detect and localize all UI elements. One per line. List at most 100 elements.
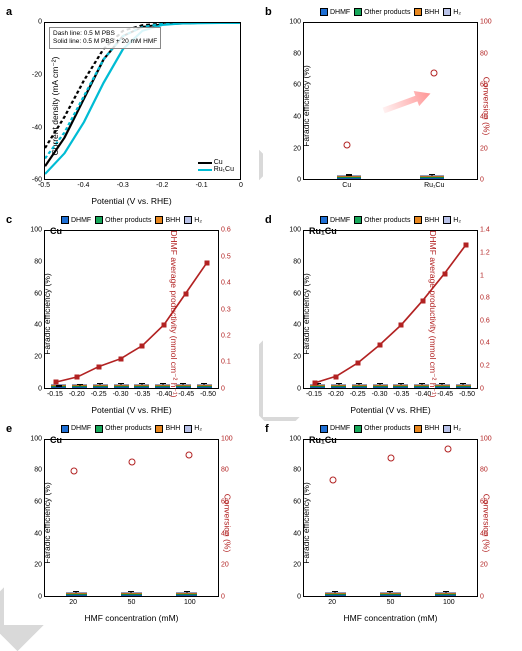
red-marker (75, 375, 80, 380)
red-marker (183, 291, 188, 296)
panel-a-xlabel: Potential (V vs. RHE) (91, 196, 171, 206)
x-tick: Cu (342, 182, 351, 189)
legend-swatch (354, 216, 362, 224)
legend-swatch (443, 8, 451, 16)
x-tick: Ru₁Cu (424, 182, 444, 189)
tick: 0 (221, 593, 237, 600)
panel-e-xlabel: HMF concentration (mM) (85, 613, 179, 623)
tick: 0 (26, 593, 42, 600)
legend-label: Other products (105, 425, 151, 432)
tick: 80 (26, 467, 42, 474)
panel-e-legend: DHMF Other products BHH H₂ (44, 425, 219, 433)
figure-grid: a Dash line: 0.5 M PBS Solid line: 0.5 M… (0, 0, 522, 629)
legend-label: DHMF (330, 425, 350, 432)
x-tick: -0.15 (306, 391, 322, 398)
tick: 40 (285, 530, 301, 537)
red-marker (186, 452, 193, 459)
cu-legend-label: Cu (214, 159, 223, 166)
tick: 80 (285, 259, 301, 266)
red-marker (128, 458, 135, 465)
tick: -0.5 (38, 182, 50, 189)
tick: 60 (285, 499, 301, 506)
legend-swatch (320, 8, 328, 16)
x-tick: -0.20 (69, 391, 85, 398)
x-tick: -0.25 (350, 391, 366, 398)
legend-swatch (155, 216, 163, 224)
x-tick: 100 (184, 599, 196, 606)
legend-label: Other products (364, 425, 410, 432)
legend-item-bhh: BHH (155, 216, 180, 224)
panel-d-ylabel: Faradic efficiency (%) (301, 274, 311, 356)
tick: 0.4 (480, 340, 496, 347)
x-tick: -0.35 (134, 391, 150, 398)
legend-swatch (61, 425, 69, 433)
tick: 100 (285, 19, 301, 26)
panel-a-annotation-text: Dash line: 0.5 M PBS Solid line: 0.5 M P… (53, 30, 157, 45)
tick: 80 (285, 50, 301, 57)
panel-e: e Cu DHMFOther productsBHHH₂ 02040608010… (4, 421, 259, 625)
tick: 80 (480, 50, 496, 57)
legend-swatch (443, 216, 451, 224)
legend-swatch (354, 8, 362, 16)
bar-group (121, 592, 142, 596)
tick: 0.6 (480, 317, 496, 324)
tick: 20 (285, 562, 301, 569)
red-marker (312, 381, 317, 386)
legend-item-dhmf: DHMF (61, 425, 91, 433)
tick: 20 (221, 562, 237, 569)
tick: -0.1 (196, 182, 208, 189)
panel-f-chart (303, 439, 478, 597)
panel-c-ylabel: Faradic efficiency (%) (42, 274, 52, 356)
tick: 80 (221, 467, 237, 474)
tick: 100 (285, 227, 301, 234)
legend-item-bhh: BHH (414, 8, 439, 16)
legend-label: H₂ (453, 217, 461, 224)
tick: -0.3 (117, 182, 129, 189)
tick: 1 (480, 272, 496, 279)
legend-label: BHH (165, 425, 180, 432)
tick: 100 (26, 227, 42, 234)
tick: 0 (285, 177, 301, 184)
cu-line-swatch (198, 162, 212, 164)
red-marker (53, 380, 58, 385)
tick: 0 (221, 385, 237, 392)
tick: 0.6 (221, 227, 237, 234)
red-marker (356, 361, 361, 366)
legend-swatch (320, 216, 328, 224)
tick: 20 (26, 562, 42, 569)
bar-segment-dhmf (435, 595, 456, 596)
bar-group (66, 592, 87, 596)
red-marker (140, 343, 145, 348)
tick: 60 (26, 499, 42, 506)
tick: 0 (285, 593, 301, 600)
legend-item-dhmf: DHMF (320, 425, 350, 433)
tick: 0 (480, 593, 496, 600)
tick: 100 (285, 435, 301, 442)
bar-segment-dhmf (380, 595, 401, 596)
red-marker (445, 446, 452, 453)
panel-c-chart (44, 230, 219, 388)
panel-f-ylabel: Faradic efficiency (%) (301, 482, 311, 564)
legend-swatch (414, 216, 422, 224)
legend-swatch (184, 425, 192, 433)
tick: 0 (239, 182, 243, 189)
panel-b-legend: DHMFOther productsBHHH₂ (303, 8, 478, 16)
legend-label: H₂ (453, 9, 461, 16)
legend-item-h2: H₂ (443, 216, 461, 224)
x-tick: -0.50 (200, 391, 216, 398)
red-marker (399, 323, 404, 328)
legend-item-h2: H₂ (184, 425, 202, 433)
legend-swatch (354, 425, 362, 433)
legend-item-other: Other products (95, 216, 151, 224)
legend-label: H₂ (194, 217, 202, 224)
legend-item-h2: H₂ (443, 8, 461, 16)
tick: 0.5 (221, 253, 237, 260)
tick: 40 (285, 114, 301, 121)
panel-a-ylabel: Current density (mA cm⁻²) (50, 57, 61, 156)
red-marker (464, 242, 469, 247)
legend-swatch (414, 8, 422, 16)
bar-group (176, 592, 197, 596)
x-tick: 20 (328, 599, 336, 606)
panel-c-xlabel: Potential (V vs. RHE) (91, 405, 171, 415)
legend-item-bhh: BHH (414, 425, 439, 433)
